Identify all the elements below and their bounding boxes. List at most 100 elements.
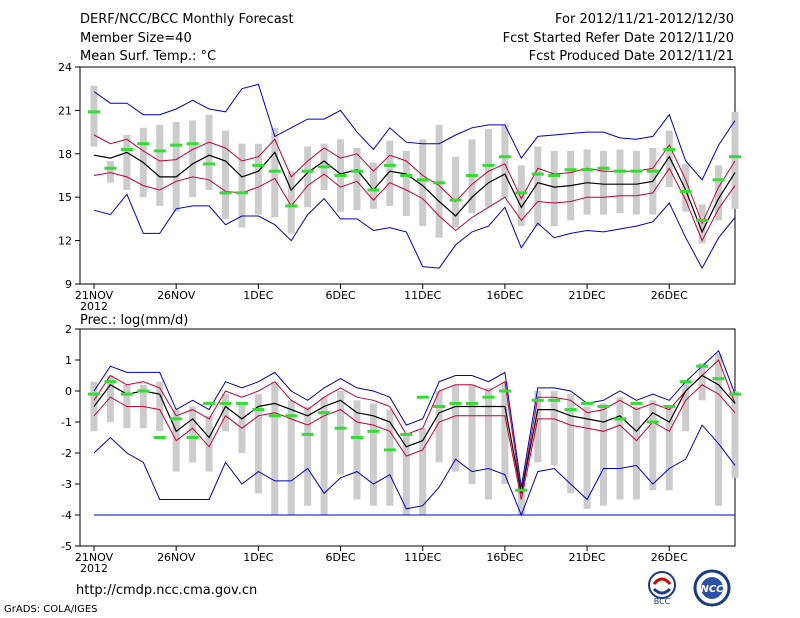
temp-max-line [93, 193, 736, 270]
prec-box [484, 387, 492, 500]
temp-box [600, 150, 608, 215]
temp-box [254, 143, 262, 215]
temp-xtick-year: 2012 [80, 300, 108, 313]
temp-box [205, 114, 213, 190]
prec-ytick-label: 1 [65, 354, 72, 367]
prec-box [369, 403, 377, 506]
prec-box [386, 409, 394, 506]
prec-ytick-label: -1 [61, 416, 72, 429]
prec-box [287, 400, 295, 515]
ncc-logo: NCC [693, 569, 731, 607]
prec-box [337, 391, 345, 475]
temp-box [106, 161, 114, 183]
prec-box [106, 375, 114, 422]
temp-xtick-label: 16DEC [486, 289, 523, 302]
variable-label-temp: Mean Surf. Temp.: °C [80, 49, 217, 64]
prec-box [156, 381, 164, 432]
prec-ytick-label: 0 [65, 385, 72, 398]
temp-box [189, 120, 197, 198]
prec-min-line [93, 424, 736, 517]
temp-xtick-label: 1DEC [243, 289, 273, 302]
temp-xtick-label: 21DEC [569, 289, 606, 302]
temp-box [517, 165, 525, 227]
variable-label-prec: Prec.: log(mm/d) [80, 313, 188, 328]
prec-box [616, 397, 624, 500]
temp-box [90, 85, 98, 147]
temp-ytick-label: 18 [58, 148, 72, 161]
prec-box [550, 391, 558, 466]
prec-box [254, 394, 262, 494]
temp-box [123, 134, 131, 190]
temp-median-line [93, 151, 736, 234]
temp-box [632, 150, 640, 215]
temp-box [452, 156, 460, 228]
prec-ytick-label: -4 [61, 509, 72, 522]
temp-box [731, 111, 739, 209]
prec-ytick-label: -5 [61, 540, 72, 553]
temp-box [682, 163, 690, 212]
temp-box [715, 165, 723, 221]
prec-box [468, 384, 476, 484]
grads-credit: GrADS: COLA/IGES [4, 604, 98, 615]
prec-box [353, 400, 361, 500]
prec-box [320, 397, 328, 515]
temp-xtick-label: 26DEC [651, 289, 688, 302]
prec-box [715, 353, 723, 506]
footer-url[interactable]: http://cmdp.ncc.cma.gov.cn [76, 583, 258, 598]
temp-box [501, 124, 509, 198]
temp-box [534, 146, 542, 227]
temp-box [304, 146, 312, 208]
temp-min-line [93, 83, 736, 181]
prec-box [649, 400, 657, 491]
temp-box [583, 149, 591, 215]
prec-ytick-label: 2 [65, 323, 72, 336]
temp-box [221, 130, 229, 219]
forecast-period-label: For 2012/11/21-2012/12/30 [555, 12, 734, 27]
prec-xtick-label: 21DEC [569, 551, 606, 564]
temp-xtick-label: 6DEC [325, 289, 355, 302]
prec-box [435, 391, 443, 463]
ncc-logo-text: NCC [700, 584, 724, 595]
prec-box [534, 391, 542, 463]
temp-ytick-label: 21 [58, 104, 72, 117]
temp-box [665, 130, 673, 188]
temp-box [287, 171, 295, 234]
prec-box [221, 394, 229, 432]
temp-p25-line [93, 134, 736, 225]
temp-xtick-label: 26NOV [157, 289, 196, 302]
prec-xtick-label: 1DEC [243, 551, 273, 564]
prec-box [682, 381, 690, 432]
prec-box [632, 406, 640, 500]
temp-box [550, 150, 558, 227]
temp-box [353, 148, 361, 211]
temp-ytick-label: 24 [58, 61, 72, 74]
temp-box [156, 124, 164, 206]
temp-box [484, 129, 492, 208]
temp-box [402, 150, 410, 217]
temp-box [172, 121, 180, 212]
prec-p75-line [93, 384, 736, 500]
prec-xtick-label: 26NOV [157, 551, 196, 564]
prec-xtick-label: 26DEC [651, 551, 688, 564]
prec-box [501, 381, 509, 484]
prec-box [189, 406, 197, 463]
prec-box [600, 403, 608, 506]
prec-box [402, 434, 410, 515]
temp-box [419, 139, 427, 227]
prec-p25-line [93, 359, 736, 494]
prec-xtick-label: 11DEC [404, 551, 441, 564]
prec-xtick-label: 21NOV [75, 551, 114, 564]
refer-date-label: Fcst Started Refer Date 2012/11/20 [502, 31, 734, 46]
temp-ytick-label: 12 [58, 235, 72, 248]
temp-ytick-label: 9 [65, 278, 72, 291]
prec-xtick-label: 16DEC [486, 551, 523, 564]
temp-box [386, 140, 394, 206]
member-size-label: Member Size=40 [80, 31, 192, 46]
bcc-logo: BCC [648, 571, 676, 606]
chart-title: DERF/NCC/BCC Monthly Forecast [80, 12, 294, 27]
prec-median-line [93, 374, 736, 494]
temp-xtick-label: 11DEC [404, 289, 441, 302]
